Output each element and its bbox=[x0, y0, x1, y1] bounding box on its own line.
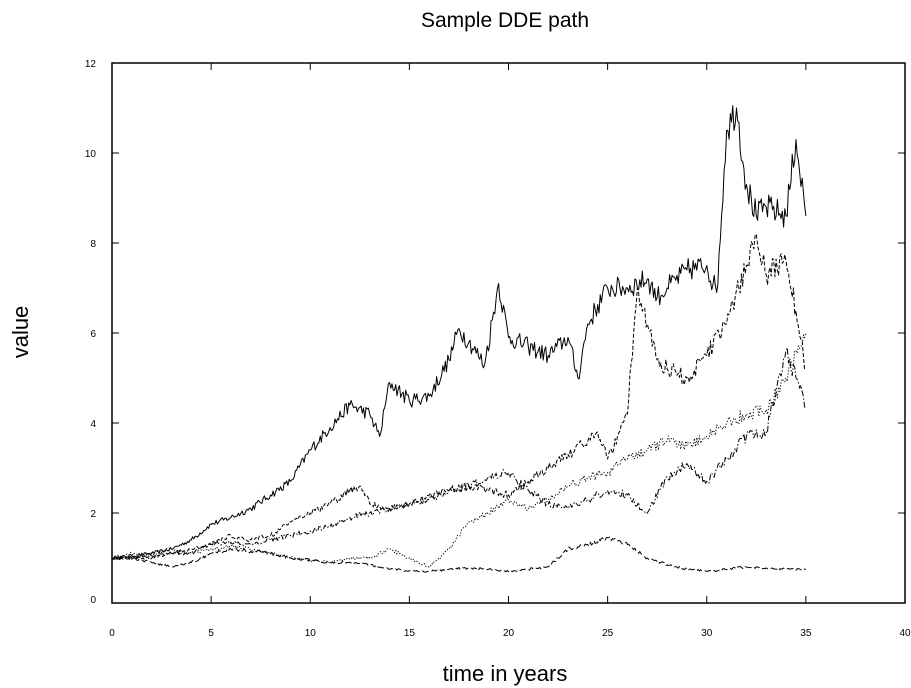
x-tick-label: 20 bbox=[503, 628, 515, 639]
x-tick-label: 5 bbox=[208, 628, 214, 639]
series-line-2 bbox=[111, 233, 807, 560]
y-axis-label: value bbox=[8, 306, 33, 359]
y-tick-label: 12 bbox=[85, 59, 97, 70]
x-tick-label: 15 bbox=[404, 628, 416, 639]
x-tick-label: 30 bbox=[701, 628, 713, 639]
x-tick-label: 35 bbox=[800, 628, 812, 639]
y-tick-label: 0 bbox=[90, 595, 96, 606]
series-line-1 bbox=[111, 105, 807, 560]
y-tick-label: 10 bbox=[85, 149, 97, 160]
series-line-3 bbox=[111, 332, 807, 568]
x-tick-label: 10 bbox=[305, 628, 317, 639]
x-axis-label: time in years bbox=[443, 661, 568, 686]
plot-frame bbox=[111, 62, 906, 604]
series-line-4 bbox=[111, 347, 807, 560]
series-group bbox=[111, 105, 807, 573]
y-tick-label: 8 bbox=[90, 239, 96, 250]
y-tick-label: 6 bbox=[90, 329, 96, 340]
x-tick-label: 0 bbox=[109, 628, 115, 639]
series-line-5 bbox=[111, 536, 806, 573]
x-tick-label: 40 bbox=[899, 628, 911, 639]
y-tick-label: 2 bbox=[90, 509, 96, 520]
x-tick-label: 25 bbox=[602, 628, 614, 639]
y-tick-label: 4 bbox=[90, 419, 96, 430]
chart-title: Sample DDE path bbox=[421, 9, 589, 32]
